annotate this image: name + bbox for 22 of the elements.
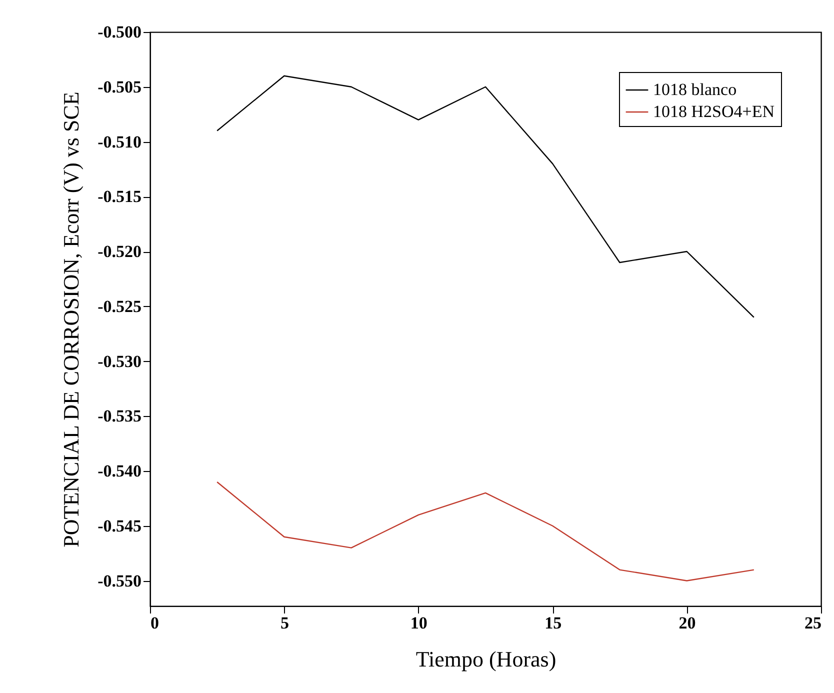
y-tick-label: -0.530	[98, 352, 142, 371]
y-tick-label: -0.540	[98, 462, 142, 481]
legend-label: 1018 H2SO4+EN	[653, 102, 775, 121]
line-series	[216, 481, 754, 582]
y-tick-label: -0.550	[98, 571, 142, 590]
x-tick-label: 25	[804, 614, 822, 632]
y-tick-label: -0.510	[98, 132, 142, 152]
y-tick-label: -0.500	[98, 22, 142, 42]
y-tick-label: -0.515	[98, 187, 142, 206]
y-axis-title: POTENCIAL DE CORROSION, Ecorr (V) vs SCE	[58, 92, 84, 548]
y-tick-label: -0.535	[98, 406, 142, 426]
x-tick-label: 5	[280, 614, 289, 632]
legend-label: 1018 blanco	[653, 80, 737, 99]
y-tick-label: -0.520	[98, 242, 142, 262]
y-tick-label: -0.545	[98, 516, 142, 536]
y-tick-label: -0.505	[98, 77, 142, 96]
y-tick-label: -0.525	[98, 296, 142, 316]
x-tick-label: 15	[544, 614, 562, 632]
x-tick-label: 0	[150, 614, 159, 632]
x-tick-label: 20	[678, 614, 696, 632]
x-tick-label: 10	[410, 614, 428, 632]
x-axis-title: Tiempo (Horas)	[416, 646, 556, 672]
